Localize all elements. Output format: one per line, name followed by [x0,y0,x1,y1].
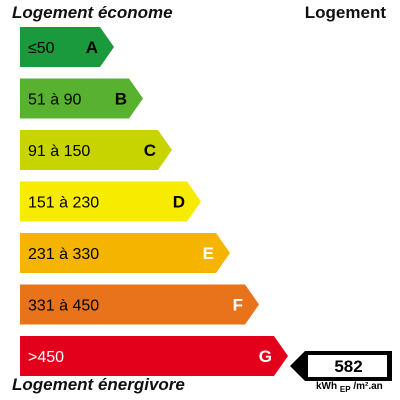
rating-bar-a [20,27,114,67]
rating-bar-g [20,336,288,376]
value-indicator-box [308,355,387,377]
value-label: 582 [334,357,362,376]
rating-letter-d: D [173,193,185,212]
rating-bar-c [20,130,172,170]
rating-bar-e [20,233,230,273]
rating-letter-f: F [233,296,243,315]
rating-letter-a: A [86,38,98,57]
rating-range-f: 331 à 450 [28,298,99,315]
rating-letter-g: G [259,347,272,366]
header-econome-label: Logement économe [12,3,173,22]
header-logement-label: Logement [304,3,386,22]
rating-letter-e: E [203,244,214,263]
rating-range-d: 151 à 230 [28,195,99,212]
unit-sub: EP [339,385,351,394]
rating-range-a: ≤50 [28,40,55,57]
rating-bar-b [20,78,143,119]
rating-range-c: 91 à 150 [28,143,90,160]
unit-tail: /m².an [353,381,383,392]
rating-bar-d [20,181,201,222]
rating-range-e: 231 à 330 [28,246,99,263]
unit-main: kWh [316,381,338,392]
unit-label: kWh EP /m².an [316,381,383,394]
rating-letter-b: B [115,90,127,109]
rating-range-g: >450 [28,349,64,366]
rating-bar-f [20,284,259,325]
rating-range-b: 51 à 90 [28,92,81,109]
footer-energivore-label: Logement énergivore [12,375,185,394]
rating-letter-c: C [144,141,156,160]
